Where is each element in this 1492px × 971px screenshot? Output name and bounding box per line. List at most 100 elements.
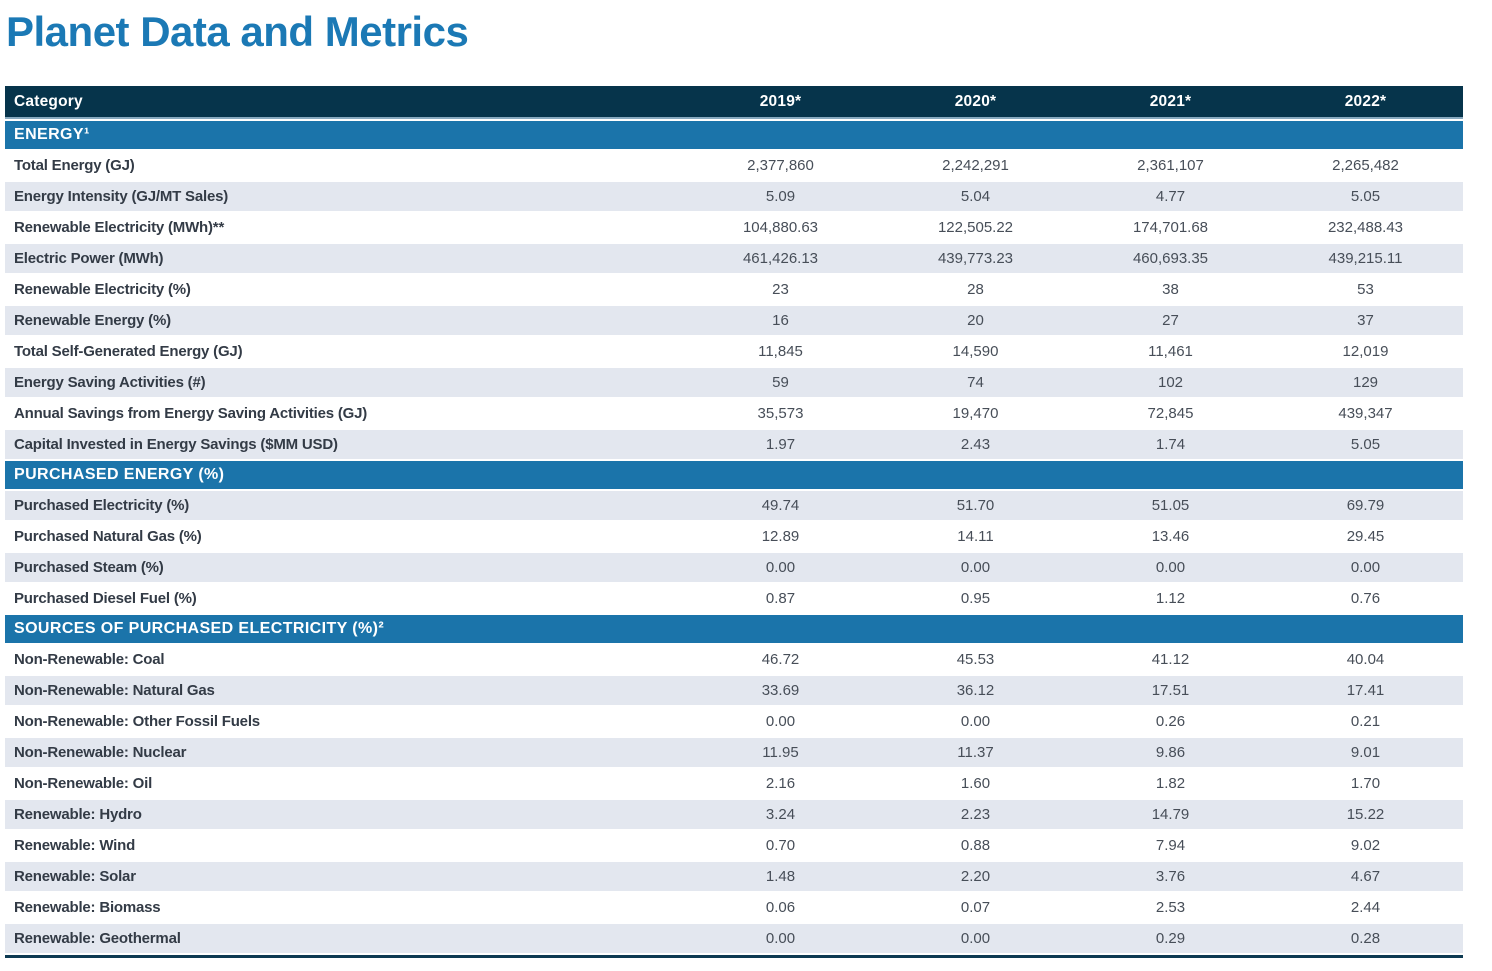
table-row: Total Energy (GJ) 2,377,860 2,242,291 2,361…: [5, 149, 1463, 180]
cell-value: 3.76: [1155, 868, 1186, 885]
cell-value: 0.28: [1350, 930, 1381, 947]
cell-value: 0.00: [765, 713, 796, 730]
cell-value: 5.05: [1350, 188, 1381, 205]
cell-value: 74: [967, 374, 984, 391]
cell-value: 0.87: [765, 590, 796, 607]
cell-value: 122,505.22: [937, 219, 1014, 236]
cell-value: 15.22: [1346, 806, 1385, 823]
table-row: Non-Renewable: Natural Gas 33.69 36.12 17.5…: [5, 674, 1463, 705]
cell-value: 2.23: [960, 806, 991, 823]
column-header-year: 2020*: [954, 92, 997, 110]
cell-value: 102: [1157, 374, 1184, 391]
column-header-year: 2019*: [759, 92, 802, 110]
cell-value: 1.70: [1350, 775, 1381, 792]
cell-value: 461,426.13: [742, 250, 819, 267]
row-label: Purchased Diesel Fuel (%): [14, 590, 197, 607]
cell-value: 2.43: [960, 436, 991, 453]
cell-value: 2,242,291: [942, 157, 1009, 174]
cell-value: 14.79: [1151, 806, 1190, 823]
table-row: Annual Savings from Energy Saving Activi…: [5, 397, 1463, 428]
cell-value: 11,461: [1148, 343, 1193, 360]
cell-value: 16: [772, 312, 789, 329]
row-label: Electric Power (MWh): [14, 250, 164, 267]
table-row: Renewable: Geothermal 0.00 0.00 0.29 0.28: [5, 922, 1463, 953]
cell-value: 104,880.63: [742, 219, 819, 236]
row-label: Capital Invested in Energy Savings ($MM …: [14, 436, 338, 453]
cell-value: 36.12: [956, 682, 995, 699]
cell-value: 7.94: [1155, 837, 1186, 854]
cell-value: 0.00: [765, 930, 796, 947]
row-label: Renewable: Biomass: [14, 899, 161, 916]
cell-value: 0.06: [765, 899, 796, 916]
cell-value: 2.53: [1155, 899, 1186, 916]
cell-value: 0.26: [1155, 713, 1186, 730]
table-row: Renewable: Hydro 3.24 2.23 14.79 15.22: [5, 798, 1463, 829]
cell-value: 0.21: [1350, 713, 1381, 730]
cell-value: 1.60: [960, 775, 991, 792]
cell-value: 0.00: [765, 559, 796, 576]
row-label: Purchased Steam (%): [14, 559, 164, 576]
cell-value: 4.77: [1155, 188, 1186, 205]
table-row: Purchased Electricity (%) 49.74 51.70 51.05…: [5, 489, 1463, 520]
cell-value: 33.69: [761, 682, 800, 699]
cell-value: 14.11: [957, 528, 994, 545]
cell-value: 51.70: [956, 497, 995, 514]
cell-value: 174,701.68: [1132, 219, 1209, 236]
row-label: Non-Renewable: Other Fossil Fuels: [14, 713, 260, 730]
cell-value: 2.20: [960, 868, 991, 885]
cell-value: 19,470: [952, 405, 999, 422]
cell-value: 0.00: [960, 559, 991, 576]
row-label: Total Energy (GJ): [14, 157, 135, 174]
cell-value: 0.07: [960, 899, 991, 916]
table-row: Energy Saving Activities (#) 59 74 102 129: [5, 366, 1463, 397]
cell-value: 0.76: [1350, 590, 1381, 607]
table-row: Renewable Electricity (MWh)** 104,880.63 1…: [5, 211, 1463, 242]
section-header-label: PURCHASED ENERGY (%): [14, 466, 225, 483]
table-row: Purchased Diesel Fuel (%) 0.87 0.95 1.12 0.7…: [5, 582, 1463, 613]
cell-value: 20: [967, 312, 984, 329]
row-label: Purchased Natural Gas (%): [14, 528, 202, 545]
cell-value: 232,488.43: [1327, 219, 1404, 236]
table-row: Renewable: Solar 1.48 2.20 3.76 4.67: [5, 860, 1463, 891]
cell-value: 72,845: [1147, 405, 1194, 422]
cell-value: 45.53: [956, 651, 995, 668]
row-label: Renewable: Wind: [14, 837, 136, 854]
cell-value: 5.09: [765, 188, 796, 205]
row-label: Renewable Energy (%): [14, 312, 171, 329]
cell-value: 9.01: [1350, 744, 1381, 761]
table-row: Renewable Electricity (%) 23 28 38 53: [5, 273, 1463, 304]
section-header-row: SOURCES OF PURCHASED ELECTRICITY (%)²: [5, 613, 1463, 643]
table-row: Non-Renewable: Coal 46.72 45.53 41.12 40.04: [5, 643, 1463, 674]
table-row: Electric Power (MWh) 461,426.13 439,773.23…: [5, 242, 1463, 273]
table-bottom-border: [5, 953, 1463, 958]
table-row: Non-Renewable: Oil 2.16 1.60 1.82 1.70: [5, 767, 1463, 798]
cell-value: 0.00: [960, 713, 991, 730]
cell-value: 1.74: [1155, 436, 1186, 453]
cell-value: 1.48: [765, 868, 796, 885]
row-label: Non-Renewable: Coal: [14, 651, 165, 668]
cell-value: 12,019: [1342, 343, 1389, 360]
table-body: ENERGY¹ Total Energy (GJ) 2,377,860 2,242,2…: [5, 119, 1463, 953]
cell-value: 37: [1357, 312, 1374, 329]
cell-value: 0.70: [765, 837, 796, 854]
cell-value: 59: [772, 374, 789, 391]
cell-value: 11.37: [957, 744, 994, 761]
row-label: Purchased Electricity (%): [14, 497, 190, 514]
cell-value: 439,347: [1338, 405, 1393, 422]
cell-value: 17.51: [1151, 682, 1190, 699]
row-label: Total Self-Generated Energy (GJ): [14, 343, 243, 360]
cell-value: 14,590: [952, 343, 999, 360]
row-label: Non-Renewable: Oil: [14, 775, 153, 792]
table-row: Non-Renewable: Other Fossil Fuels 0.00 0.0…: [5, 705, 1463, 736]
table-row: Renewable: Biomass 0.06 0.07 2.53 2.44: [5, 891, 1463, 922]
section-header-label: ENERGY¹: [14, 126, 90, 143]
cell-value: 17.41: [1346, 682, 1385, 699]
cell-value: 0.95: [960, 590, 991, 607]
row-label: Non-Renewable: Nuclear: [14, 744, 187, 761]
cell-value: 2,265,482: [1332, 157, 1399, 174]
cell-value: 129: [1352, 374, 1379, 391]
cell-value: 51.05: [1151, 497, 1190, 514]
cell-value: 3.24: [765, 806, 796, 823]
cell-value: 4.67: [1350, 868, 1381, 885]
cell-value: 35,573: [757, 405, 804, 422]
